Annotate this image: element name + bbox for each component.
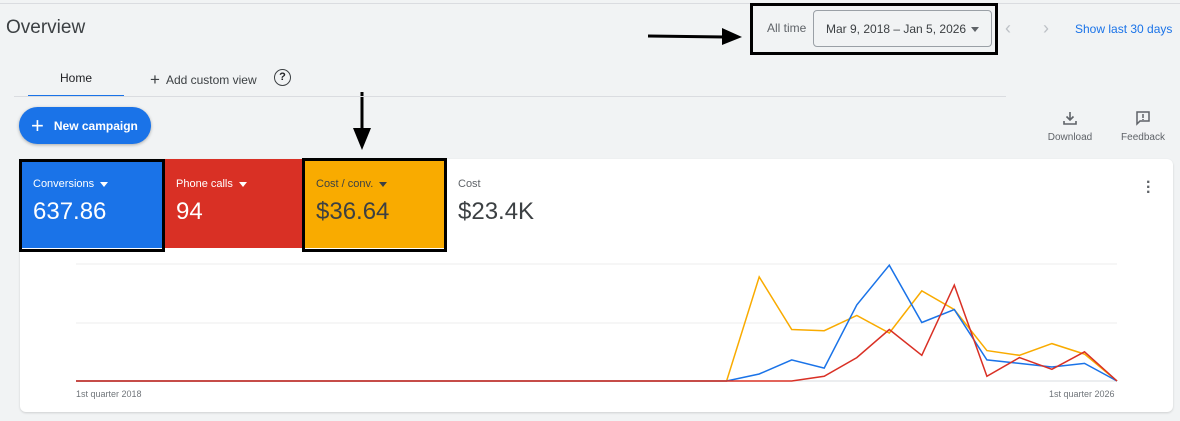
download-label: Download [1047, 132, 1093, 143]
annotation-box [750, 3, 998, 55]
date-preset-label: All time [767, 21, 807, 35]
show-last-30-days-link[interactable]: Show last 30 days [1075, 22, 1173, 36]
chevron-left-icon[interactable]: ‹ [1005, 18, 1011, 38]
help-icon[interactable]: ? [274, 69, 291, 86]
metric-label: Cost [458, 178, 589, 190]
tab-add-custom-view[interactable]: + Add custom view [150, 70, 257, 90]
metric-label[interactable]: Cost / conv. [316, 178, 445, 190]
button-label: New campaign [53, 118, 138, 133]
metric-label-text: Cost [458, 178, 481, 190]
caret-down-icon [971, 27, 979, 32]
metric-label-text: Phone calls [176, 178, 233, 190]
metric-card-phone-calls[interactable]: Phone calls 94 [163, 159, 303, 248]
download-button[interactable]: Download [1040, 110, 1100, 143]
more-options-icon[interactable]: · · · [1146, 174, 1152, 201]
plus-icon: + [31, 112, 44, 138]
x-tick-label: 1st quarter 2026 [1049, 389, 1115, 399]
top-divider [0, 3, 1180, 4]
metric-label-text: Conversions [33, 178, 95, 190]
metric-label[interactable]: Phone calls [176, 178, 303, 190]
metric-card-cost[interactable]: Cost $23.4K [445, 159, 589, 248]
series-line-2 [76, 283, 1118, 382]
metric-label[interactable]: Conversions [33, 178, 163, 190]
metric-value: 94 [176, 198, 203, 225]
plus-icon: + [150, 70, 160, 89]
caret-down-icon [100, 181, 109, 187]
metric-value: 637.86 [33, 198, 107, 225]
x-tick-label: 1st quarter 2018 [76, 389, 142, 399]
metric-label-text: Cost / conv. [316, 178, 374, 190]
feedback-label: Feedback [1121, 132, 1165, 143]
metric-value: $23.4K [458, 198, 535, 225]
annotation-arrow-right [647, 28, 742, 45]
annotation-box [19, 159, 165, 252]
metric-card-cost-conv[interactable]: Cost / conv. $36.64 [303, 159, 445, 248]
date-range-select[interactable]: Mar 9, 2018 – Jan 5, 2026 [813, 10, 992, 47]
feedback-button[interactable]: Feedback [1113, 110, 1173, 143]
date-range-value: Mar 9, 2018 – Jan 5, 2026 [826, 22, 967, 36]
download-icon [1063, 112, 1077, 125]
series-line-0 [76, 275, 1118, 382]
new-campaign-button[interactable]: + New campaign [19, 107, 151, 144]
tabs-divider [14, 96, 1006, 97]
caret-down-icon [238, 181, 247, 187]
annotation-arrow-down [353, 92, 371, 150]
chevron-right-icon[interactable]: › [1043, 18, 1049, 38]
annotation-box [302, 158, 447, 252]
metric-value: $36.64 [316, 198, 390, 225]
page-title: Overview [6, 17, 86, 38]
metric-card-conversions[interactable]: Conversions 637.86 [20, 159, 163, 248]
tab-label: Add custom view [165, 73, 257, 87]
feedback-icon [1136, 111, 1150, 126]
caret-down-icon [379, 181, 388, 187]
